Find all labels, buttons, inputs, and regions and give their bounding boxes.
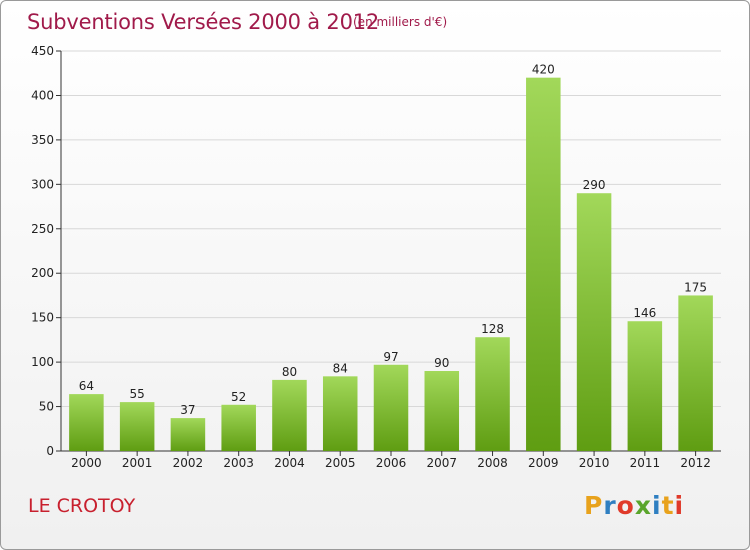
y-tick-label: 0 xyxy=(46,444,54,458)
y-tick-label: 200 xyxy=(31,266,54,280)
data-label: 80 xyxy=(282,365,297,379)
bar xyxy=(272,379,307,451)
logo-letter: i xyxy=(652,491,662,520)
x-tick-label: 2007 xyxy=(426,456,457,470)
data-label: 97 xyxy=(383,350,398,364)
y-tick-label: 400 xyxy=(31,88,54,102)
x-tick-label: 2009 xyxy=(528,456,559,470)
x-tick-label: 2011 xyxy=(630,456,661,470)
bars xyxy=(69,77,713,452)
data-label: 175 xyxy=(684,280,707,294)
bar xyxy=(170,418,206,451)
x-tick-label: 2000 xyxy=(71,456,102,470)
logo-letter: t xyxy=(661,491,675,520)
bar xyxy=(221,404,256,451)
logo-letter: P xyxy=(584,491,604,520)
commune-name: LE CROTOY xyxy=(28,495,136,517)
y-axis: 0 50 100 150 200 250 300 350 400 450 xyxy=(31,44,62,458)
data-label: 84 xyxy=(333,361,348,375)
chart-unit: (en milliers d'€) xyxy=(353,15,448,29)
x-tick-label: 2012 xyxy=(680,456,711,470)
x-tick-label: 2005 xyxy=(325,456,356,470)
x-tick-label: 2001 xyxy=(122,456,153,470)
data-label: 37 xyxy=(180,403,195,417)
x-tick-label: 2002 xyxy=(173,456,204,470)
x-tick-label: 2004 xyxy=(274,456,305,470)
data-label: 290 xyxy=(583,178,606,192)
y-tick-label: 300 xyxy=(31,177,54,191)
bar xyxy=(678,295,713,451)
x-axis: 2000 2001 2002 2003 2004 2005 2006 2007 2008 2009… xyxy=(61,450,721,470)
bar xyxy=(576,193,612,451)
data-label: 90 xyxy=(434,356,449,370)
y-tick-label: 50 xyxy=(39,400,54,414)
x-tick-label: 2010 xyxy=(579,456,610,470)
y-tick-label: 250 xyxy=(31,222,54,236)
data-label: 64 xyxy=(79,379,94,393)
y-tick-label: 100 xyxy=(31,355,54,369)
logo-letter: o xyxy=(616,491,635,520)
chart-title: Subventions Versées 2000 à 2012 xyxy=(27,10,380,34)
data-label: 52 xyxy=(231,390,246,404)
y-tick-label: 150 xyxy=(31,311,54,325)
x-tick-label: 2006 xyxy=(376,456,407,470)
data-label: 128 xyxy=(481,322,504,336)
bar xyxy=(475,337,510,451)
bar xyxy=(373,364,409,451)
y-tick-label: 450 xyxy=(31,44,54,58)
data-label: 146 xyxy=(633,306,656,320)
data-label: 420 xyxy=(532,63,555,77)
bar xyxy=(119,402,155,451)
data-labels: 64 55 37 52 80 84 97 90 128 420 290 146 175 xyxy=(79,63,707,417)
bar xyxy=(322,376,358,451)
x-tick-label: 2003 xyxy=(223,456,254,470)
data-label: 55 xyxy=(130,387,145,401)
bar xyxy=(627,321,663,451)
bar xyxy=(69,394,104,451)
logo-letter: x xyxy=(634,491,652,520)
bar xyxy=(526,77,561,452)
bar xyxy=(424,371,460,451)
logo-letter: i xyxy=(674,491,685,520)
logo-letter: r xyxy=(603,491,617,520)
x-tick-label: 2008 xyxy=(477,456,508,470)
proxiti-logo: Proxiti xyxy=(584,491,684,520)
y-tick-label: 350 xyxy=(31,133,54,147)
